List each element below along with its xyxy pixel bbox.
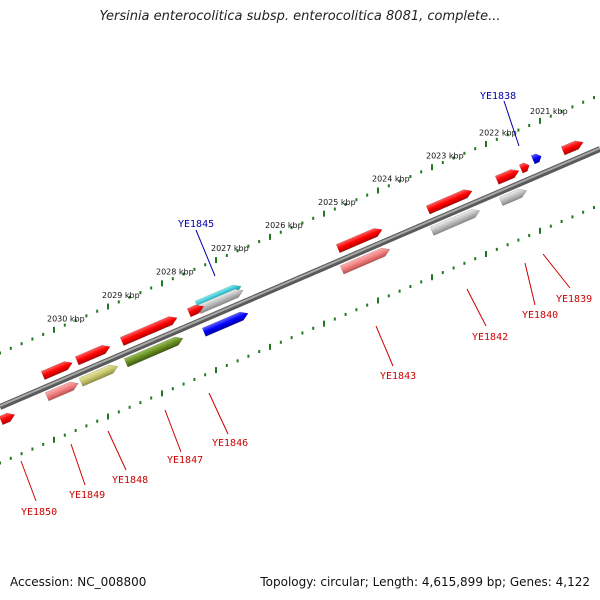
- gene-leader-line: [164, 409, 182, 453]
- gene-arrow: [425, 189, 473, 215]
- gene-arrow: [196, 288, 244, 314]
- gene-arrow: [335, 228, 383, 254]
- gene-label: YE1842: [472, 332, 508, 343]
- scale-label: 2027 kbp: [211, 244, 249, 253]
- gene-labels: YE1838 YE1839 YE1840 YE1842 YE1843 YE1845 YE18…: [20, 91, 592, 518]
- scale-label: 2025 kbp: [318, 198, 356, 207]
- scale-label: 2029 kbp: [102, 291, 140, 300]
- gene-label: YE1846: [212, 438, 248, 449]
- gene-arrow: [498, 188, 528, 207]
- gene-arrow: [518, 162, 530, 174]
- scale-ticks: [0, 96, 595, 465]
- scale-label: 2026 kbp: [265, 221, 303, 230]
- scale-label: 2022 kbp: [479, 129, 517, 138]
- gene-features: [0, 140, 584, 426]
- gene-label: YE1850: [21, 507, 57, 518]
- gene-arrow: [119, 316, 178, 347]
- gene-leader-line: [542, 253, 571, 289]
- scale-labels: 2021 kbp 2022 kbp 2023 kbp 2024 kbp 2025 kbp…: [47, 107, 568, 324]
- gene-arrow: [429, 209, 481, 236]
- backbone: [0, 146, 600, 410]
- gene-leader-line: [466, 288, 487, 327]
- backbone-highlight: [0, 147, 600, 407]
- gene-arrow: [339, 247, 391, 275]
- gene-leader-line: [524, 262, 536, 306]
- genome-summary-text: Topology: circular; Length: 4,615,899 bp…: [260, 575, 590, 589]
- gene-arrow: [40, 361, 73, 380]
- gene-arrow: [530, 153, 542, 165]
- gene-leader-line: [70, 443, 86, 486]
- gene-arrow: [201, 311, 249, 337]
- accession-text: Accession: NC_008800: [10, 575, 147, 589]
- map-title: Yersinia enterocolitica subsp. enterocol…: [99, 9, 501, 24]
- gene-arrow: [494, 169, 520, 185]
- scale-label: 2021 kbp: [530, 107, 568, 116]
- gene-label: YE1847: [167, 455, 203, 466]
- gene-leader-line: [375, 325, 394, 367]
- gene-label: YE1845: [178, 219, 214, 230]
- gene-label: YE1849: [69, 490, 105, 501]
- scale-label: 2024 kbp: [372, 175, 410, 184]
- gene-arrow: [44, 381, 79, 402]
- scale-label: 2030 kbp: [47, 314, 85, 323]
- gene-leader-line: [503, 100, 520, 147]
- gene-leader-line: [208, 392, 229, 435]
- gene-arrow: [74, 345, 111, 366]
- gene-leader-line: [20, 460, 37, 502]
- scale-label: 2028 kbp: [156, 268, 194, 277]
- gene-label: YE1838: [480, 91, 516, 102]
- gene-leader-line: [195, 229, 216, 277]
- gene-arrow: [186, 304, 205, 318]
- gene-arrow: [78, 364, 119, 387]
- gene-arrow: [0, 412, 16, 426]
- gene-leader-line: [107, 430, 127, 471]
- gene-label: YE1848: [112, 475, 148, 486]
- gene-label: YE1840: [522, 310, 558, 321]
- scale-label: 2023 kbp: [426, 152, 464, 161]
- gene-arrow: [123, 336, 184, 368]
- gene-label: YE1843: [380, 371, 416, 382]
- gene-label: YE1839: [556, 294, 592, 305]
- gene-arrow: [560, 140, 584, 156]
